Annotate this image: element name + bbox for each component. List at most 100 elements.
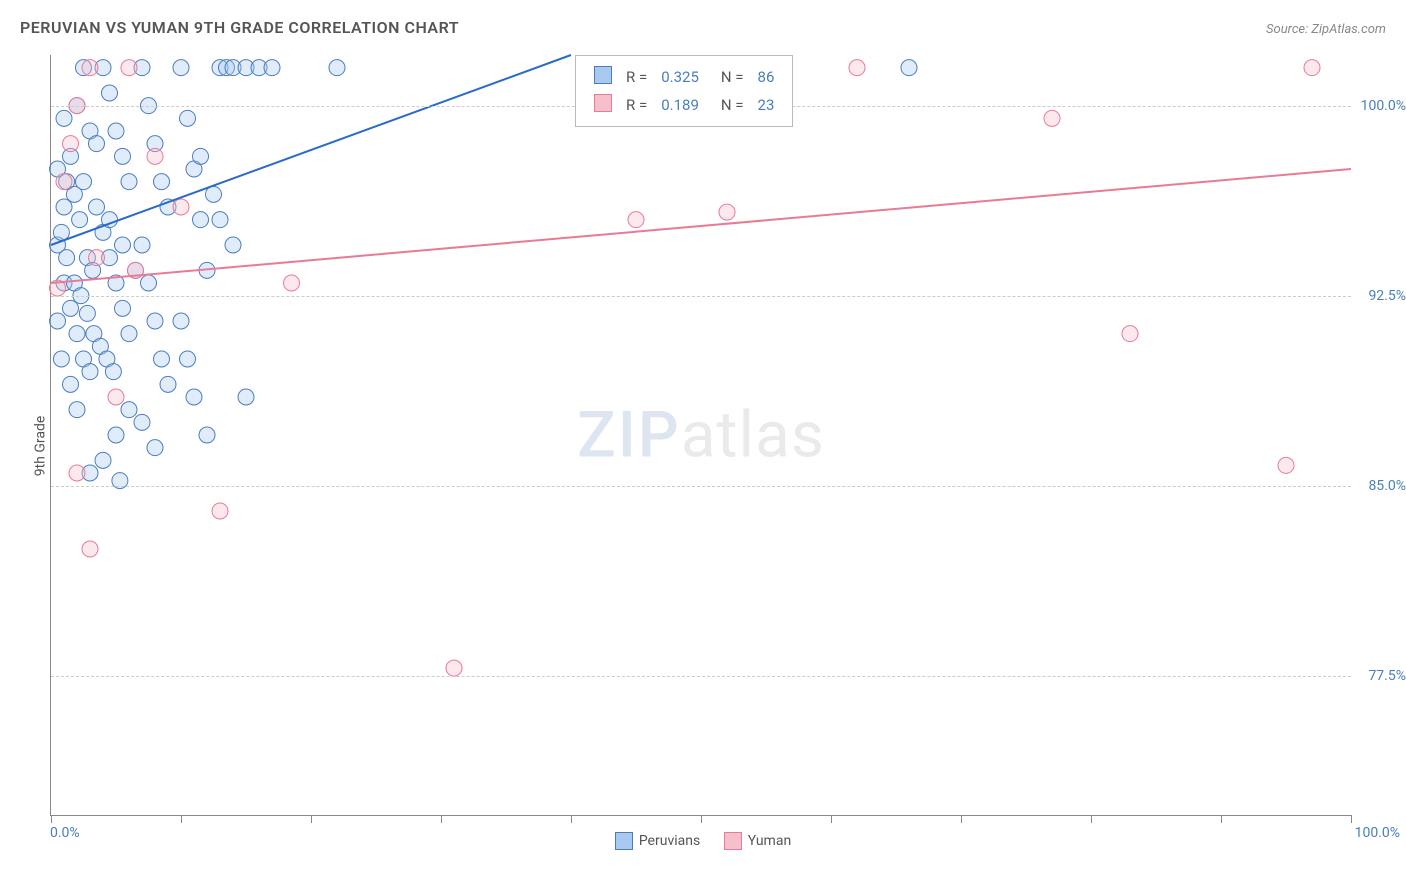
data-point — [193, 148, 209, 164]
data-point — [63, 300, 79, 316]
data-point — [121, 326, 137, 342]
data-point — [121, 402, 137, 418]
data-point — [115, 148, 131, 164]
trend-line — [51, 55, 571, 245]
yuman-legend-swatch-icon — [724, 832, 742, 850]
data-point — [1278, 457, 1294, 473]
yuman-r-value: 0.189 — [655, 92, 705, 118]
yuman-n-value: 23 — [752, 92, 781, 118]
data-point — [69, 326, 85, 342]
gridline — [51, 676, 1351, 677]
n-label: N = — [707, 64, 750, 90]
x-tick — [441, 815, 442, 823]
data-point — [82, 60, 98, 76]
data-point — [264, 60, 280, 76]
data-point — [115, 300, 131, 316]
x-tick — [1351, 815, 1352, 823]
gridline — [51, 296, 1351, 297]
data-point — [79, 305, 95, 321]
chart-svg — [51, 55, 1351, 815]
data-point — [69, 402, 85, 418]
data-point — [199, 427, 215, 443]
data-point — [719, 204, 735, 220]
data-point — [108, 123, 124, 139]
data-point — [901, 60, 917, 76]
data-point — [134, 414, 150, 430]
stats-row-yuman: R = 0.189 N = 23 — [588, 92, 780, 118]
legend-item-peruvians: Peruvians — [615, 832, 700, 850]
data-point — [108, 427, 124, 443]
correlation-stats-box: R = 0.325 N = 86 R = 0.189 N = 23 — [575, 55, 793, 127]
data-point — [849, 60, 865, 76]
x-tick — [831, 815, 832, 823]
x-tick — [961, 815, 962, 823]
x-tick — [1091, 815, 1092, 823]
data-point — [50, 313, 66, 329]
data-point — [121, 174, 137, 190]
x-tick — [311, 815, 312, 823]
data-point — [1122, 326, 1138, 342]
data-point — [95, 452, 111, 468]
trend-line — [51, 169, 1351, 283]
y-axis-label: 9th Grade — [32, 416, 48, 477]
data-point — [180, 351, 196, 367]
bottom-legend: Peruvians Yuman — [0, 832, 1406, 854]
r-label: R = — [620, 92, 653, 118]
data-point — [173, 199, 189, 215]
data-point — [238, 389, 254, 405]
n-label: N = — [707, 92, 750, 118]
chart-container: PERUVIAN VS YUMAN 9TH GRADE CORRELATION … — [0, 0, 1406, 892]
data-point — [82, 541, 98, 557]
data-point — [147, 440, 163, 456]
data-point — [89, 199, 105, 215]
chart-title: PERUVIAN VS YUMAN 9TH GRADE CORRELATION … — [20, 18, 459, 37]
peruvians-legend-label: Peruvians — [639, 833, 700, 849]
data-point — [108, 389, 124, 405]
data-point — [154, 351, 170, 367]
data-point — [329, 60, 345, 76]
peruvians-legend-swatch-icon — [615, 832, 633, 850]
data-point — [63, 136, 79, 152]
r-label: R = — [620, 64, 653, 90]
data-point — [1304, 60, 1320, 76]
data-point — [59, 250, 75, 266]
data-point — [212, 212, 228, 228]
data-point — [89, 250, 105, 266]
data-point — [115, 237, 131, 253]
data-point — [180, 110, 196, 126]
data-point — [186, 389, 202, 405]
legend-item-yuman: Yuman — [724, 832, 791, 850]
peruvians-n-value: 86 — [752, 64, 781, 90]
data-point — [147, 313, 163, 329]
peruvians-r-value: 0.325 — [655, 64, 705, 90]
yuman-legend-label: Yuman — [748, 833, 791, 849]
gridline — [51, 486, 1351, 487]
data-point — [76, 174, 92, 190]
data-point — [56, 199, 72, 215]
data-point — [105, 364, 121, 380]
stats-row-peruvians: R = 0.325 N = 86 — [588, 64, 780, 90]
stats-table: R = 0.325 N = 86 R = 0.189 N = 23 — [586, 62, 782, 120]
x-tick — [181, 815, 182, 823]
data-point — [154, 174, 170, 190]
data-point — [63, 376, 79, 392]
data-point — [628, 212, 644, 228]
data-point — [446, 660, 462, 676]
data-point — [284, 275, 300, 291]
x-tick — [51, 815, 52, 823]
data-point — [193, 212, 209, 228]
y-tick-label: 85.0% — [1368, 478, 1406, 494]
data-point — [102, 85, 118, 101]
y-tick-label: 100.0% — [1361, 98, 1406, 114]
data-point — [72, 212, 88, 228]
plot-area: ZIPatlas 77.5%85.0%92.5%100.0% — [50, 55, 1351, 816]
data-point — [212, 503, 228, 519]
data-point — [160, 376, 176, 392]
data-point — [121, 60, 137, 76]
data-point — [173, 60, 189, 76]
data-point — [225, 237, 241, 253]
data-point — [147, 148, 163, 164]
data-point — [56, 110, 72, 126]
y-tick-label: 77.5% — [1368, 668, 1406, 684]
data-point — [82, 364, 98, 380]
